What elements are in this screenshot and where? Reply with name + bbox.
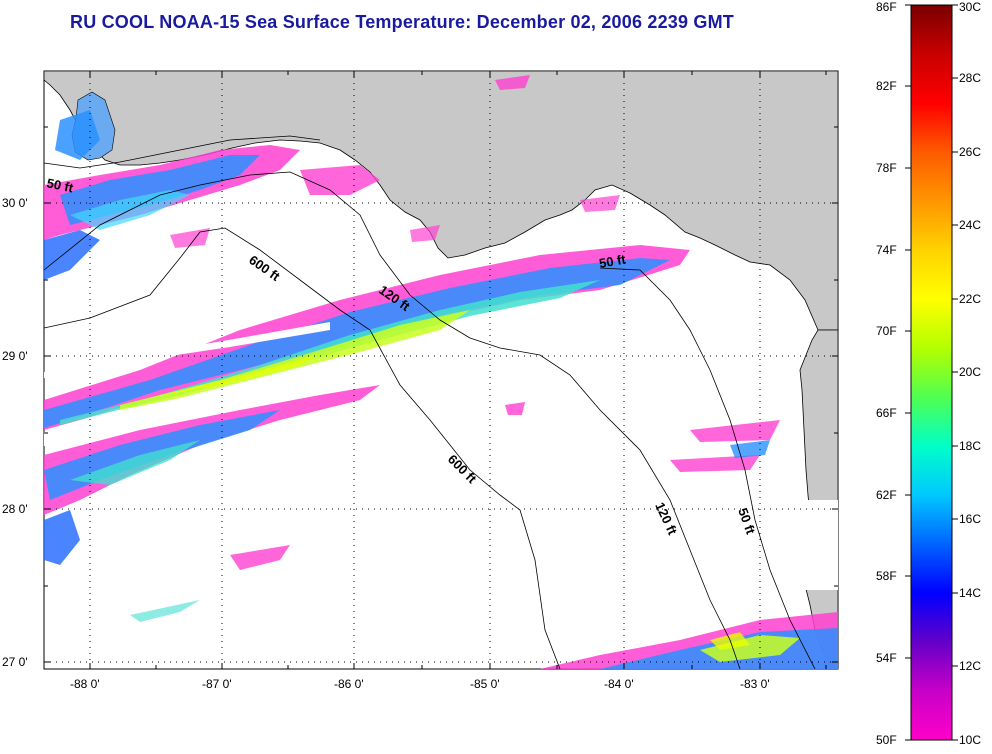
colorbar-label-c: 22C (959, 292, 982, 306)
lon-tick-label: -87 0' (202, 677, 232, 691)
bathymetry-contours (44, 135, 816, 669)
colorbar-label-c: 24C (959, 218, 982, 232)
lon-tick-label: -83 0' (740, 677, 770, 691)
colorbar-label-c: 26C (959, 145, 982, 159)
contour-label-50ft-west: 50 ft (45, 175, 75, 195)
contour-label-50ft-northeast: 50 ft (598, 251, 628, 271)
colorbar-label-c: 28C (959, 71, 982, 85)
contour-50ft-west (44, 135, 321, 169)
colorbar-label-c: 18C (959, 439, 982, 453)
colorbar (910, 4, 953, 741)
colorbar-label-f: 70F (876, 324, 897, 338)
colorbar-label-f: 86F (876, 0, 897, 14)
lon-tick-label: -85 0' (470, 677, 500, 691)
graticule (44, 71, 838, 669)
contour-600ft (44, 227, 561, 669)
colorbar-ticks (905, 4, 958, 741)
lon-tick-label: -86 0' (334, 677, 364, 691)
contour-120ft (44, 171, 741, 669)
colorbar-label-f: 62F (876, 488, 897, 502)
lat-tick-label: 27 0' (2, 655, 28, 669)
map-title: RU COOL NOAA-15 Sea Surface Temperature:… (70, 12, 734, 32)
colorbar-label-f: 78F (876, 161, 897, 175)
lon-tick-label: -88 0' (70, 677, 100, 691)
colorbar-label-f: 74F (876, 243, 897, 257)
colorbar-label-f: 66F (876, 406, 897, 420)
lat-tick-label: 28 0' (2, 502, 28, 516)
colorbar-label-f: 58F (876, 569, 897, 583)
colorbar-label-c: 10C (959, 733, 982, 747)
colorbar-label-f: 50F (876, 733, 897, 747)
frame-ticks (44, 71, 838, 669)
lat-tick-label: 29 0' (2, 349, 28, 363)
colorbar-label-f: 82F (876, 79, 897, 93)
colorbar-label-c: 12C (959, 659, 982, 673)
land-bay-water (800, 500, 838, 590)
colorbar-label-f: 54F (876, 651, 897, 665)
colorbar-label-c: 16C (959, 512, 982, 526)
colorbar-label-c: 14C (959, 586, 982, 600)
contour-50ft-east (599, 267, 816, 669)
colorbar-label-c: 20C (959, 365, 982, 379)
colorbar-label-c: 30C (959, 0, 982, 14)
sst-patches (44, 75, 838, 669)
lon-tick-label: -84 0' (604, 677, 634, 691)
lat-tick-label: 30 0' (2, 196, 28, 210)
